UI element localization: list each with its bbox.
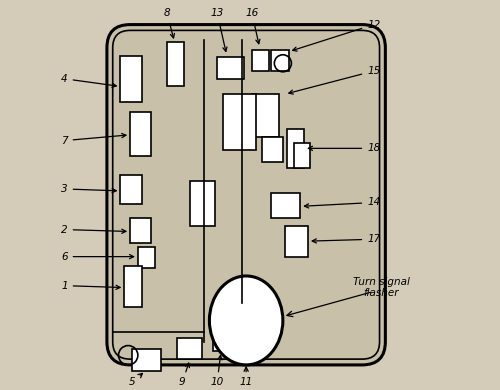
Ellipse shape [210, 276, 283, 365]
Bar [214, 307, 230, 351]
Bar [217, 57, 244, 79]
Bar [130, 218, 152, 243]
Bar [223, 94, 256, 150]
Bar [286, 129, 304, 168]
Text: 6: 6 [61, 252, 134, 262]
Text: 7: 7 [61, 133, 126, 145]
Bar [272, 50, 288, 71]
Bar [167, 42, 184, 87]
Text: 17: 17 [312, 234, 380, 244]
Text: 8: 8 [164, 8, 174, 38]
Text: 4: 4 [61, 74, 116, 87]
Text: 12: 12 [292, 20, 380, 51]
Bar [176, 338, 202, 359]
Text: 15: 15 [289, 66, 380, 94]
FancyBboxPatch shape [107, 25, 386, 365]
Bar [124, 266, 142, 307]
Bar [285, 226, 308, 257]
Text: 13: 13 [210, 8, 227, 51]
Text: 1: 1 [61, 281, 120, 291]
Text: 10: 10 [210, 356, 224, 387]
Text: 11: 11 [240, 367, 253, 387]
Text: 2: 2 [61, 225, 126, 234]
Text: 16: 16 [246, 8, 260, 44]
Bar [138, 247, 156, 268]
Bar [252, 50, 270, 71]
Text: 18: 18 [308, 144, 380, 153]
Bar [120, 176, 142, 204]
Bar [252, 94, 279, 137]
Text: 5: 5 [128, 374, 142, 387]
Text: 9: 9 [179, 363, 190, 387]
Text: Turn signal
flasher: Turn signal flasher [353, 277, 410, 298]
Text: 3: 3 [61, 184, 116, 194]
Text: 14: 14 [304, 197, 380, 208]
Bar [262, 137, 283, 162]
Bar [190, 181, 215, 226]
Bar [132, 349, 161, 371]
Bar [272, 193, 300, 218]
Bar [130, 112, 152, 156]
Bar [294, 142, 310, 168]
Bar [120, 55, 142, 102]
